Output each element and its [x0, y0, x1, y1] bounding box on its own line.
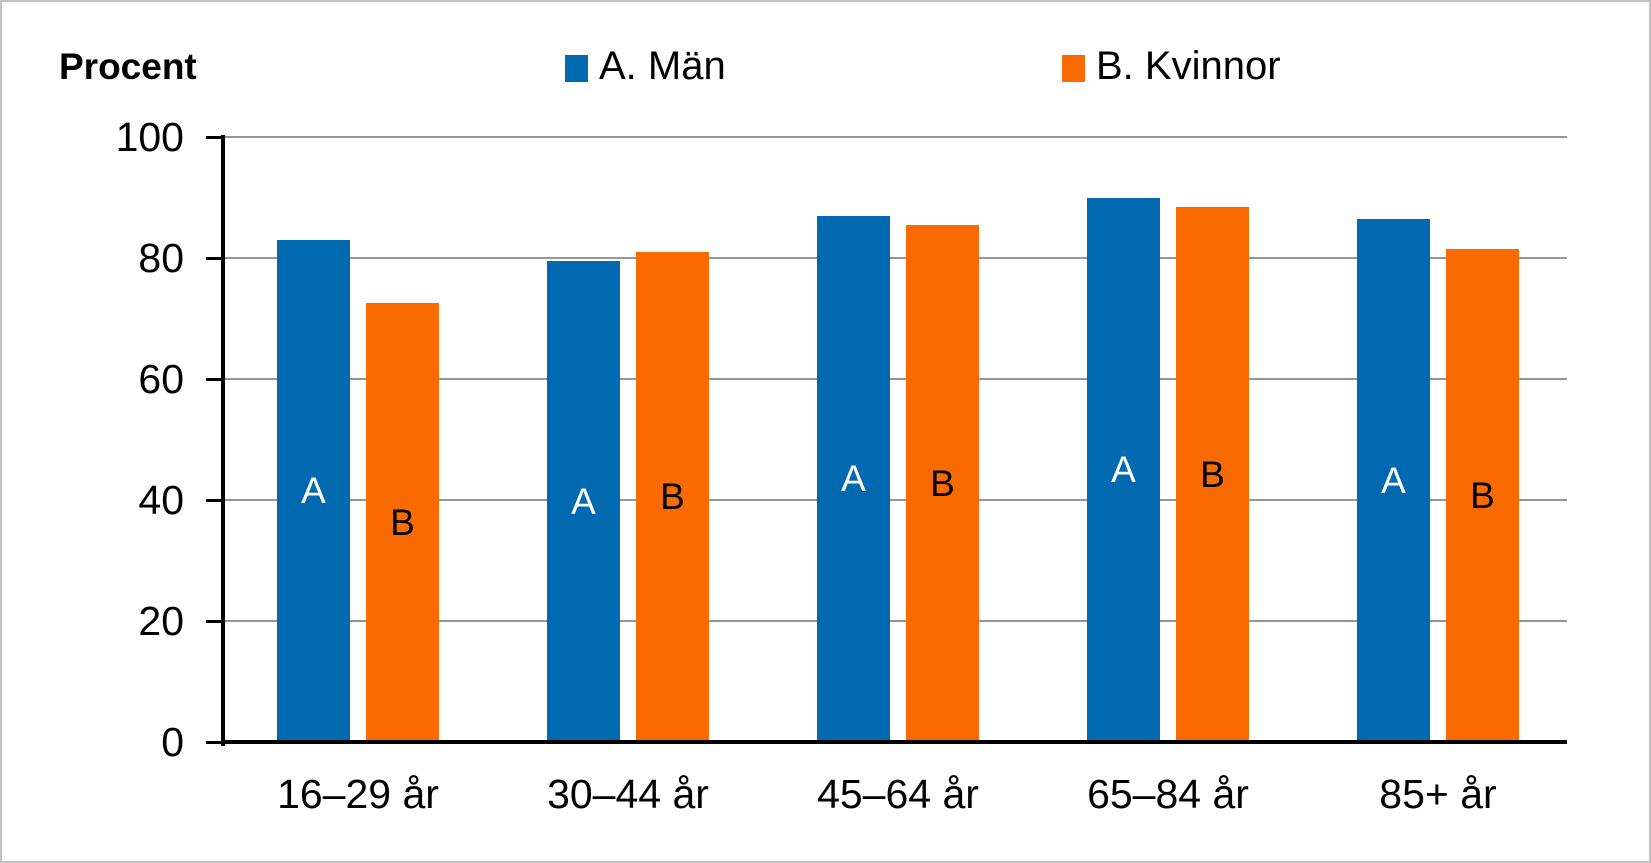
bar-letter: B: [390, 502, 415, 544]
y-tick-label-0: 0: [161, 719, 184, 765]
y-tick-60: [206, 377, 221, 381]
legend-swatch-kvinnor-icon: [1062, 54, 1085, 82]
x-axis-line: [221, 740, 1567, 744]
y-tick-label-20: 20: [138, 598, 184, 644]
y-axis-line: [221, 135, 225, 746]
bar-man-3: A: [1087, 197, 1160, 742]
y-tick-label-60: 60: [138, 356, 184, 402]
gridline-40: [224, 499, 1567, 501]
y-tick-label-80: 80: [138, 235, 184, 281]
bar-man-1: A: [547, 261, 620, 742]
legend-label-kvinnor: B. Kvinnor: [1096, 44, 1281, 88]
gridline-60: [224, 378, 1567, 380]
bar-letter: A: [1111, 449, 1136, 491]
bar-letter: A: [301, 470, 326, 512]
bar-man-4: A: [1357, 218, 1430, 742]
x-category-label-3: 65–84 år: [1087, 771, 1249, 817]
bar-kvinnor-2: B: [906, 224, 979, 742]
bar-man-0: A: [277, 239, 350, 742]
x-category-label-2: 45–64 år: [817, 771, 979, 817]
y-axis-title: Procent: [59, 46, 197, 87]
bar-man-2: A: [817, 215, 890, 742]
x-category-label-1: 30–44 år: [547, 771, 709, 817]
y-tick-100: [206, 135, 221, 139]
bar-kvinnor-1: B: [636, 251, 709, 742]
bar-letter: A: [571, 481, 596, 522]
bar-letter: A: [1381, 459, 1406, 501]
gridline-80: [224, 257, 1567, 259]
gridline-100: [224, 136, 1567, 138]
bar-letter: A: [841, 458, 866, 500]
legend-item-man: A. Män: [565, 46, 726, 90]
legend-item-kvinnor: B. Kvinnor: [1062, 46, 1281, 90]
x-category-label-4: 85+ år: [1379, 771, 1497, 817]
bar-kvinnor-3: B: [1176, 206, 1249, 742]
bar-kvinnor-4: B: [1446, 248, 1519, 742]
bar-letter: B: [1200, 453, 1225, 495]
y-tick-0: [206, 740, 221, 744]
x-category-label-0: 16–29 år: [277, 771, 439, 817]
y-tick-label-40: 40: [138, 477, 184, 523]
bar-letter: B: [660, 476, 685, 518]
gridline-20: [224, 620, 1567, 622]
y-tick-40: [206, 498, 221, 502]
y-tick-20: [206, 619, 221, 623]
y-tick-label-100: 100: [115, 114, 184, 160]
legend-swatch-man-icon: [565, 54, 588, 82]
bar-letter: B: [1470, 474, 1495, 516]
bar-letter: B: [930, 462, 955, 504]
bar-kvinnor-0: B: [366, 303, 439, 742]
legend-label-man: A. Män: [599, 44, 726, 88]
y-tick-80: [206, 256, 221, 260]
